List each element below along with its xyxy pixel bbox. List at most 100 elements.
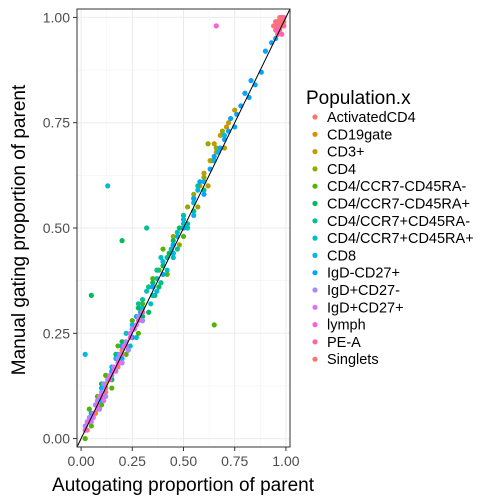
series-group (105, 183, 197, 357)
data-point (211, 141, 217, 147)
data-point (119, 238, 125, 244)
data-point (170, 238, 176, 244)
legend-item: CD4/CCR7-CD45RA+ (312, 197, 470, 213)
data-point (201, 170, 207, 176)
data-point (201, 191, 207, 197)
data-point (123, 351, 129, 357)
data-point (170, 233, 176, 240)
data-point (82, 351, 88, 357)
data-point (180, 216, 187, 223)
legend-key (312, 339, 318, 345)
data-point (232, 107, 238, 113)
legend-label: CD19gate (327, 127, 392, 143)
legend: Population.x ActivatedCD4CD19gateCD3+CD4… (306, 88, 474, 368)
legend-key (312, 304, 318, 310)
legend-item: CD4 (312, 162, 356, 178)
y-axis-label: Manual gating proportion of parent (9, 84, 30, 375)
x-axis-label: Autogating proportion of parent (52, 475, 315, 496)
legend-label: CD4/CCR7-CD45RA+ (327, 197, 470, 213)
data-point (242, 90, 248, 96)
data-point (98, 385, 105, 391)
data-point (197, 179, 203, 185)
legend-label: IgD+CD27- (327, 283, 400, 299)
data-point (129, 318, 135, 324)
data-point (103, 372, 109, 378)
data-point (135, 301, 142, 307)
data-point (213, 23, 219, 29)
data-point (115, 343, 121, 349)
data-point (195, 183, 201, 189)
legend-key (312, 200, 318, 207)
legend-label: PE-A (327, 335, 361, 351)
data-point (180, 212, 187, 218)
data-point (82, 435, 88, 442)
legend-key (312, 235, 318, 241)
data-point (154, 288, 160, 294)
data-point (88, 292, 94, 298)
grid-lines (77, 9, 290, 447)
data-point (127, 343, 133, 349)
legend-label: CD3+ (327, 145, 364, 161)
legend-key (312, 131, 318, 137)
data-point (150, 275, 156, 282)
data-point (191, 212, 197, 218)
legend-key (312, 218, 318, 224)
data-point (248, 78, 254, 84)
legend-key (312, 183, 318, 189)
legend-item: CD3+ (312, 145, 364, 161)
data-point (211, 322, 217, 328)
legend-item: lymph (312, 318, 366, 334)
data-point (158, 254, 164, 261)
legend-key (312, 149, 318, 155)
data-point (170, 254, 176, 261)
data-point (195, 187, 201, 193)
data-point (146, 284, 152, 290)
data-point (223, 124, 230, 130)
legend-label: CD4/CCR7+CD45RA+ (327, 231, 474, 247)
legend-label: ActivatedCD4 (327, 110, 416, 126)
data-point (205, 141, 211, 147)
legend-item: CD4/CCR7-CD45RA- (312, 179, 467, 195)
x-tick-label: 1.00 (272, 453, 299, 469)
y-tick-label: 1.00 (43, 9, 70, 25)
data-point (101, 381, 107, 387)
legend-label: CD4 (327, 162, 356, 178)
legend-title: Population.x (306, 88, 411, 109)
legend-label: CD4/CCR7-CD45RA- (327, 179, 467, 195)
data-point (180, 233, 187, 240)
legend-item: CD4/CCR7+CD45RA+ (312, 231, 474, 247)
data-point (262, 48, 269, 54)
data-point (98, 402, 105, 408)
data-point (219, 128, 226, 134)
legend-key (312, 166, 318, 172)
legend-item: ActivatedCD4 (312, 110, 416, 126)
data-point (275, 23, 281, 29)
legend-item: CD8 (312, 248, 356, 264)
x-axis-ticks: 0.00 0.25 0.50 0.75 1.00 (67, 447, 300, 469)
data-point (211, 153, 217, 159)
data-point (275, 19, 281, 25)
legend-item: CD4/CCR7+CD45RA- (312, 214, 470, 230)
data-point (139, 297, 146, 303)
legend-key (312, 114, 318, 120)
data-point (185, 204, 191, 210)
legend-item: CD19gate (312, 127, 392, 143)
data-point (105, 183, 111, 189)
legend-item: PE-A (312, 335, 361, 351)
data-point (191, 195, 197, 202)
legend-label: Singlets (327, 352, 379, 368)
data-point (205, 183, 211, 189)
legend-item: Singlets (312, 352, 379, 368)
data-point (133, 334, 139, 341)
data-point (125, 347, 131, 353)
data-point (86, 406, 92, 412)
data-point (103, 393, 109, 400)
data-point (164, 267, 170, 273)
data-point (148, 301, 154, 307)
y-tick-label: 0.25 (43, 325, 70, 341)
data-point (195, 204, 201, 210)
legend-item: IgD+CD27- (312, 283, 400, 299)
data-point (129, 322, 135, 328)
data-point (191, 191, 197, 197)
